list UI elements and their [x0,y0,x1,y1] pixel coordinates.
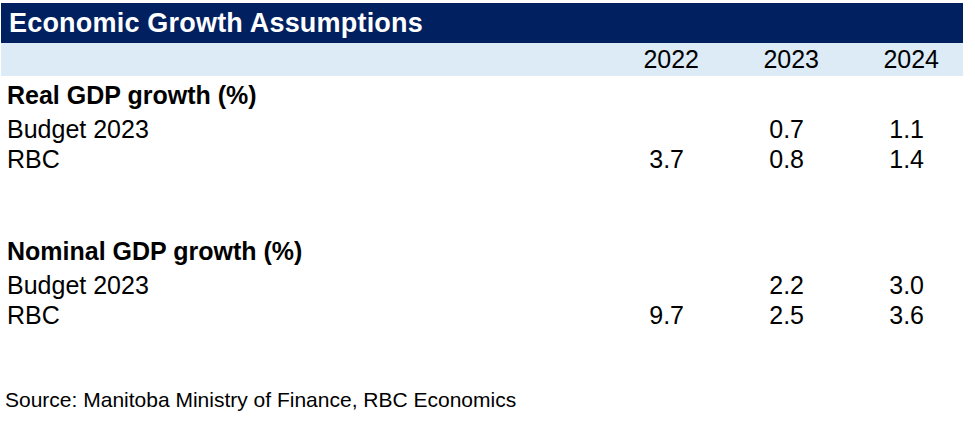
row-label: RBC [1,300,603,330]
value-cell: 2.5 [723,300,843,330]
table-row-nominal-budget-2023: Budget 2023 2.2 3.0 [1,270,963,300]
economic-growth-assumptions-table: Economic Growth Assumptions 2022 2023 20… [0,3,975,426]
value-cell: 9.7 [603,300,723,330]
section-header-label: Real GDP growth (%) [1,76,603,114]
value-cell [603,114,723,144]
value-cell [603,270,723,300]
value-cell: 1.4 [843,144,963,174]
value-cell: 2.2 [723,270,843,300]
value-cell [723,232,843,270]
growth-table: 2022 2023 2024 Real GDP growth (%) Budge… [1,43,963,330]
column-header-2022: 2022 [603,43,723,76]
value-cell: 3.0 [843,270,963,300]
value-cell [843,76,963,114]
year-header-row: 2022 2023 2024 [1,43,963,76]
table-title: Economic Growth Assumptions [9,8,423,39]
table-row-real-budget-2023: Budget 2023 0.7 1.1 [1,114,963,144]
source-note: Source: Manitoba Ministry of Finance, RB… [5,388,975,412]
column-header-2024: 2024 [843,43,963,76]
value-cell [603,76,723,114]
section-header-label: Nominal GDP growth (%) [1,232,603,270]
value-cell: 0.7 [723,114,843,144]
table-title-bar: Economic Growth Assumptions [1,3,963,43]
value-cell [603,232,723,270]
value-cell: 1.1 [843,114,963,144]
section-header-row-nominal-gdp: Nominal GDP growth (%) [1,232,963,270]
value-cell: 0.8 [723,144,843,174]
section-spacer [1,174,963,232]
table-row-nominal-rbc: RBC 9.7 2.5 3.6 [1,300,963,330]
row-label: Budget 2023 [1,114,603,144]
row-label: RBC [1,144,603,174]
section-header-row-real-gdp: Real GDP growth (%) [1,76,963,114]
table-row-real-rbc: RBC 3.7 0.8 1.4 [1,144,963,174]
value-cell: 3.7 [603,144,723,174]
value-cell [723,76,843,114]
row-label: Budget 2023 [1,270,603,300]
value-cell: 3.6 [843,300,963,330]
column-header-2023: 2023 [723,43,843,76]
corner-cell [1,43,603,76]
value-cell [843,232,963,270]
